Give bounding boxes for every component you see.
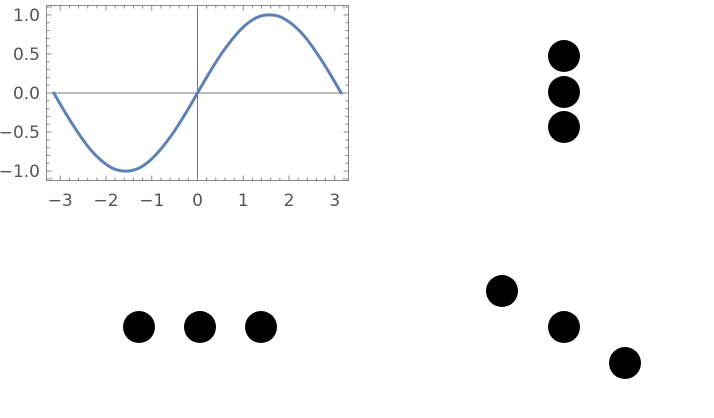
plot-frame: [46, 5, 349, 181]
x-tick-label: 3: [329, 191, 340, 211]
dots-vertical-column: [548, 40, 580, 143]
x-tick-label: 0: [192, 191, 203, 211]
y-tick-label: −0.5: [0, 123, 40, 143]
tick-labels: −3 −2 −1 0 1 2 3 −1.0 −0.5 0.0 0.5 1.0: [0, 6, 340, 211]
x-tick-label: −1: [139, 191, 164, 211]
dot: [548, 76, 580, 108]
dot: [245, 311, 277, 343]
dot: [548, 40, 580, 72]
dot: [548, 311, 580, 343]
sine-plot: −3 −2 −1 0 1 2 3 −1.0 −0.5 0.0 0.5 1.0: [0, 5, 349, 211]
dots-horizontal-row: [123, 311, 277, 343]
dot: [609, 347, 641, 379]
x-tick-label: −2: [93, 191, 118, 211]
y-tick-label: −1.0: [0, 162, 40, 182]
y-tick-label: 0.0: [13, 84, 40, 104]
dot: [184, 311, 216, 343]
dot: [548, 111, 580, 143]
x-tick-label: 1: [238, 191, 249, 211]
x-tick-label: 2: [284, 191, 295, 211]
y-tick-label: 0.5: [13, 45, 40, 65]
series-line: [52, 13, 343, 173]
dot: [123, 311, 155, 343]
dot: [486, 275, 518, 307]
dots-diagonal: [486, 275, 641, 379]
x-tick-label: −3: [48, 191, 73, 211]
y-tick-label: 1.0: [13, 6, 40, 26]
